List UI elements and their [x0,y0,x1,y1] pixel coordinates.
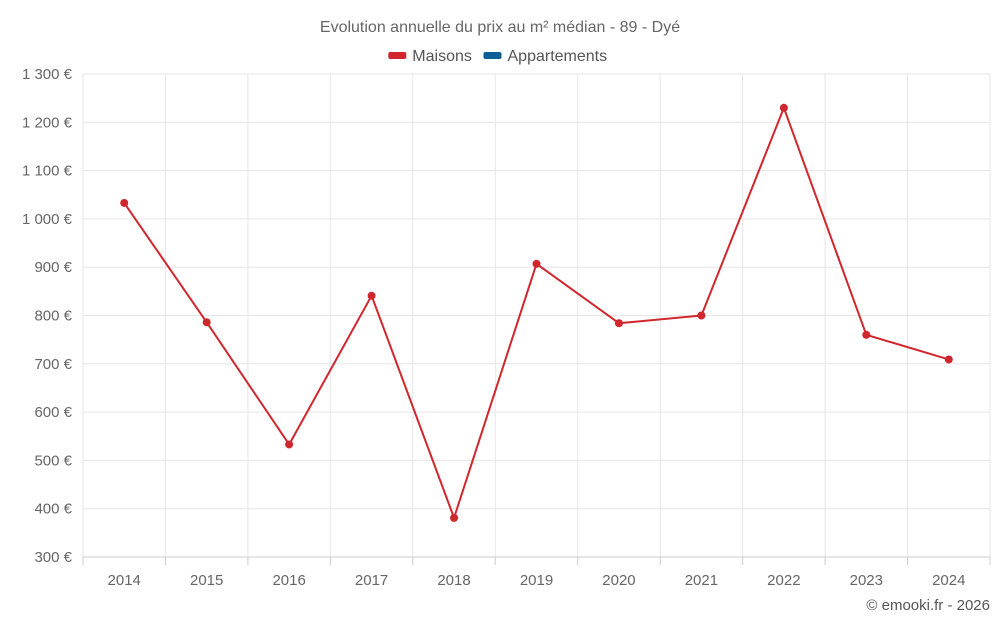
y-tick-label: 400 € [34,501,72,518]
data-point [202,318,211,327]
credit-text: © emooki.fr - 2026 [866,597,990,614]
x-tick-label: 2020 [602,572,635,589]
data-point [450,513,459,522]
x-tick-label: 2017 [355,572,388,589]
chart-title: Evolution annuelle du prix au m² médian … [320,19,680,36]
y-axis: 300 € 400 € 500 € 600 € 700 € 800 € 900 € 1 000… [22,66,73,566]
x-tick-label: 2015 [190,572,223,589]
data-point [779,103,788,112]
y-tick-label: 500 € [34,452,72,469]
legend-label: Maisons [412,48,472,65]
grid-lines [82,73,991,558]
x-tick-label: 2024 [932,572,965,589]
data-point [697,311,706,320]
data-point [614,319,623,328]
plot-area [120,103,953,522]
y-tick-label: 900 € [34,259,72,276]
data-point [367,291,376,300]
x-tick-label: 2023 [850,572,883,589]
data-point [532,259,541,268]
x-tick-label: 2016 [272,572,305,589]
y-tick-label: 600 € [34,404,72,421]
x-tick-label: 2022 [767,572,800,589]
data-point [285,440,294,449]
data-point [862,330,871,339]
legend-swatch [388,52,407,59]
y-tick-label: 1 300 € [22,66,73,83]
y-tick-label: 1 100 € [22,163,73,180]
x-tick-label: 2014 [108,572,141,589]
y-tick-label: 1 000 € [22,211,73,228]
y-tick-label: 800 € [34,308,72,325]
y-tick-label: 700 € [34,356,72,373]
x-tick-label: 2021 [685,572,718,589]
y-tick-label: 300 € [34,549,72,566]
data-point [944,355,953,364]
data-point [120,198,129,207]
x-tick-label: 2019 [520,572,553,589]
y-tick-label: 1 200 € [22,114,73,131]
x-axis: 2014 2015 2016 2017 2018 2019 2020 2021 2022 2023… [82,556,991,589]
legend-label: Appartements [508,48,608,65]
legend-swatch [483,52,502,59]
x-tick-label: 2018 [437,572,470,589]
legend: Maisons Appartements [388,48,607,65]
